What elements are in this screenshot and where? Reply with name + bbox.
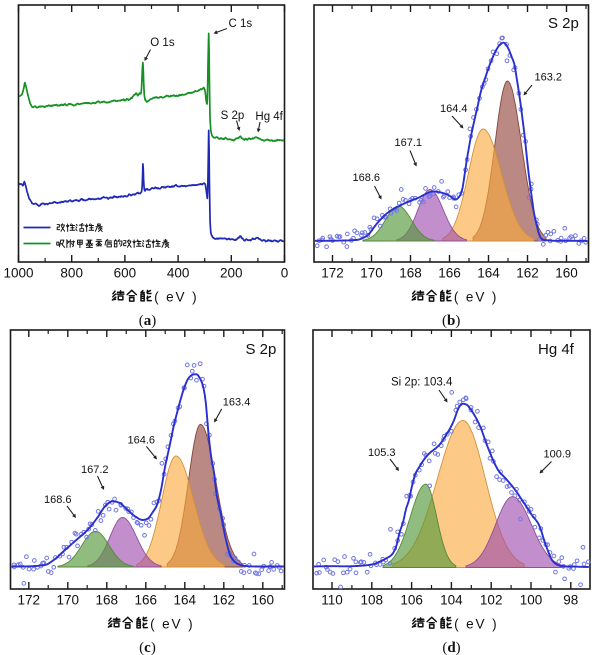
svg-text:100: 100 [520, 593, 543, 608]
svg-text:Hg 4f: Hg 4f [538, 341, 575, 358]
svg-text:168.6: 168.6 [353, 172, 381, 184]
svg-text:(d): (d) [442, 640, 460, 655]
svg-text:( eV ): ( eV ) [454, 617, 498, 632]
svg-text:172: 172 [321, 266, 344, 281]
svg-text:Si 2p: 103.4: Si 2p: 103.4 [391, 377, 453, 389]
svg-text:170: 170 [57, 593, 80, 608]
svg-text:170: 170 [360, 266, 383, 281]
svg-text:164: 164 [174, 593, 197, 608]
svg-text:164.6: 164.6 [128, 435, 156, 447]
svg-text:S 2p: S 2p [246, 341, 277, 358]
svg-text:166: 166 [438, 266, 461, 281]
svg-text:172: 172 [18, 593, 41, 608]
svg-text:163.4: 163.4 [223, 397, 251, 409]
svg-text:108: 108 [361, 593, 384, 608]
svg-text:106: 106 [400, 593, 423, 608]
svg-text:(a): (a) [139, 313, 157, 329]
svg-text:98: 98 [563, 593, 578, 608]
svg-text:C 1s: C 1s [229, 18, 253, 30]
svg-text:Hg 4f: Hg 4f [255, 111, 283, 123]
svg-text:( eV ): ( eV ) [150, 617, 194, 632]
svg-text:(c): (c) [139, 640, 156, 655]
svg-text:167.2: 167.2 [81, 464, 109, 476]
svg-text:164: 164 [477, 266, 500, 281]
svg-text:110: 110 [321, 593, 343, 608]
svg-text:168: 168 [96, 593, 119, 608]
svg-text:1000: 1000 [3, 266, 33, 281]
svg-text:(b): (b) [442, 313, 460, 329]
svg-text:O 1s: O 1s [150, 37, 175, 49]
svg-text:167.1: 167.1 [395, 137, 423, 149]
svg-text:S 2p: S 2p [221, 110, 245, 122]
svg-text:162: 162 [516, 266, 539, 281]
svg-text:166: 166 [135, 593, 158, 608]
svg-text:0: 0 [281, 266, 289, 281]
svg-text:100.9: 100.9 [544, 449, 572, 461]
svg-text:164.4: 164.4 [440, 103, 468, 115]
svg-text:800: 800 [60, 266, 83, 281]
svg-text:160: 160 [252, 593, 275, 608]
svg-text:104: 104 [440, 593, 463, 608]
svg-text:( eV ): ( eV ) [154, 290, 198, 305]
svg-text:600: 600 [114, 266, 137, 281]
svg-text:162: 162 [213, 593, 236, 608]
svg-text:168.6: 168.6 [44, 494, 72, 506]
svg-text:168: 168 [399, 266, 422, 281]
svg-text:105.3: 105.3 [368, 447, 396, 459]
svg-text:102: 102 [480, 593, 503, 608]
svg-text:200: 200 [220, 266, 243, 281]
svg-text:S 2p: S 2p [548, 15, 579, 32]
svg-text:163.2: 163.2 [535, 72, 563, 84]
svg-text:160: 160 [555, 266, 578, 281]
svg-text:( eV ): ( eV ) [454, 290, 498, 305]
svg-text:400: 400 [167, 266, 190, 281]
